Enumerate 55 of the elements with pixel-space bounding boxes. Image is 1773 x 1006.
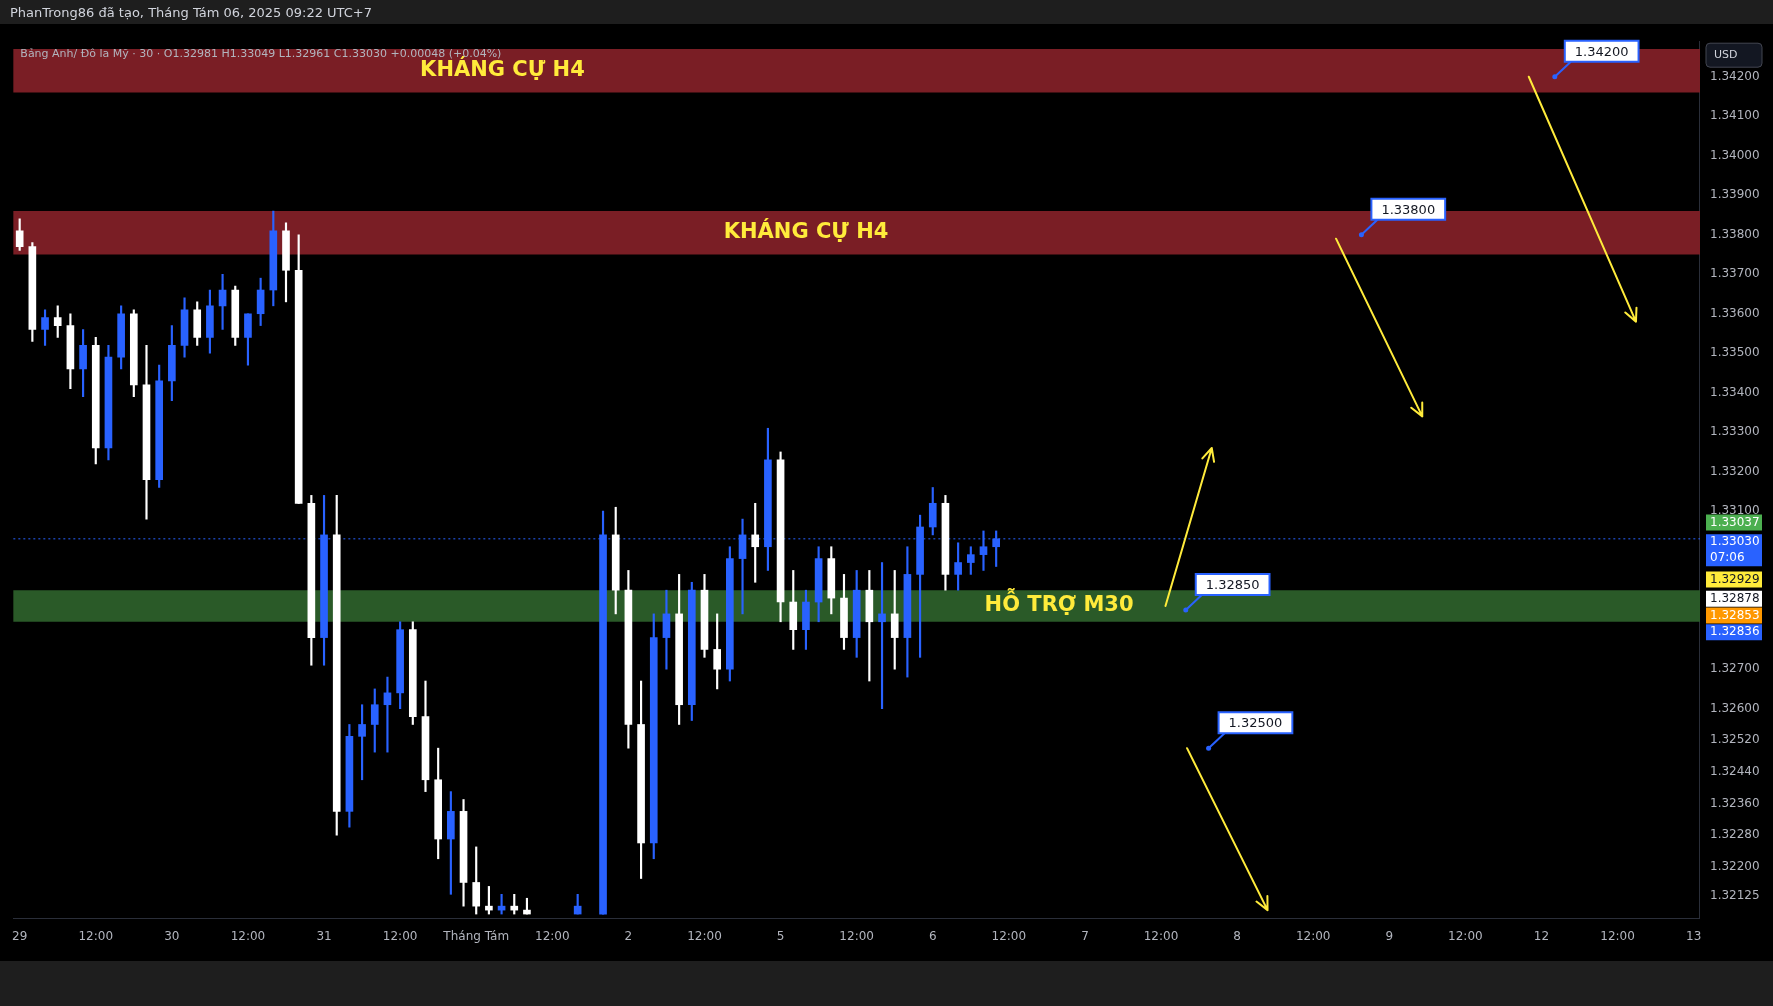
x-tick-label: 12:00 [1143, 929, 1179, 944]
x-tick-label: 8 [1233, 929, 1241, 944]
y-tick-label: 1.32360 [1710, 795, 1760, 810]
annotation: 1.33800 [1381, 201, 1436, 217]
x-tick-label: 12:00 [1448, 929, 1483, 944]
x-tick-label: 31 [316, 929, 332, 944]
y-tick-label: 1.33300 [1710, 424, 1760, 439]
band-label: KHÁNG CỰ H4 [723, 218, 889, 244]
x-tick-label: 12:00 [230, 929, 266, 944]
y-tick-label: 1.32280 [1710, 827, 1760, 842]
x-tick-label: 6 [928, 929, 937, 944]
x-tick-label: Tháng Tám [442, 929, 510, 944]
chart-title: PhanTrong86 đã tạo, Tháng Tám 06, 2025 09:22 UTC+7 [10, 5, 373, 20]
x-tick-label: 29 [12, 929, 28, 944]
y-tick-label: 1.33400 [1710, 384, 1760, 399]
x-tick-label: 9 [1385, 929, 1394, 944]
x-tick-label: 30 [164, 929, 180, 944]
text: 1.32853 [1710, 607, 1760, 622]
text: 1.32929 [1710, 571, 1760, 586]
x-tick-label: 12:00 [535, 929, 570, 944]
y-tick-label: 1.32600 [1710, 700, 1760, 715]
x-tick-label: 2 [624, 929, 633, 944]
y-tick-label: 1.33600 [1710, 305, 1760, 320]
x-tick-label: 12 [1533, 929, 1550, 944]
y-tick-label: 1.32440 [1710, 763, 1760, 778]
y-tick-label: 1.33200 [1710, 463, 1760, 478]
annotation: 1.32500 [1228, 715, 1283, 731]
x-tick-label: 12:00 [382, 929, 418, 944]
x-tick-label: 13 [1686, 929, 1702, 944]
x-tick-label: 12:00 [687, 929, 722, 944]
x-tick-label: 7 [1081, 929, 1089, 944]
x-tick-label: 12:00 [78, 929, 114, 944]
y-tick-label: 1.33800 [1710, 226, 1760, 241]
text: 1.33030 07:06 [1710, 534, 1760, 565]
text: 1.32836 [1710, 624, 1760, 639]
y-tick-label: 1.34200 [1710, 68, 1760, 83]
annotation: 1.32850 [1205, 576, 1260, 592]
x-tick-label: 12:00 [1295, 929, 1331, 944]
y-tick-label: 1.33700 [1710, 266, 1760, 281]
annotation: 1.34200 [1574, 43, 1629, 59]
x-tick-label: 12:00 [1600, 929, 1635, 944]
y-tick-label: 1.33900 [1710, 187, 1760, 202]
text: 1.32878 [1710, 590, 1760, 605]
band-label: HỖ TRỢ M30 [984, 588, 1134, 617]
y-tick-label: 1.32125 [1710, 888, 1760, 903]
y-tick-label: 1.33500 [1710, 345, 1760, 360]
y-tick-label: 1.32700 [1710, 661, 1760, 676]
y-tick-label: 1.34100 [1710, 108, 1760, 123]
x-tick-label: 12:00 [991, 929, 1027, 944]
x-tick-label: 12:00 [839, 929, 874, 944]
y-axis-title: USD [1714, 48, 1738, 62]
y-tick-label: 1.32200 [1710, 858, 1760, 873]
y-tick-label: 1.32520 [1710, 732, 1760, 747]
x-tick-label: 5 [776, 929, 785, 944]
y-tick-label: 1.34000 [1710, 147, 1760, 162]
